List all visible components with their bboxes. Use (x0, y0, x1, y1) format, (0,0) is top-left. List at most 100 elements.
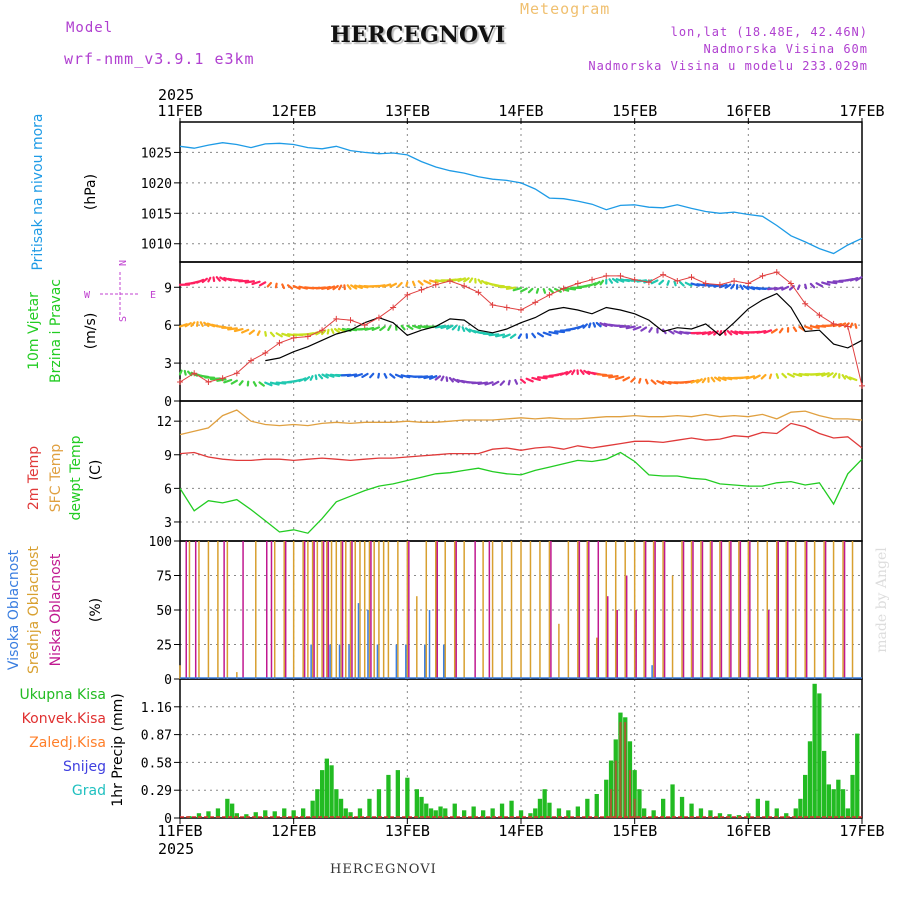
temp-2m-label: 2m Temp (26, 446, 42, 510)
total-precip-bar (717, 813, 723, 818)
panel-frame (179, 400, 863, 542)
compass-east: E (150, 290, 156, 301)
precip-legend-item: Konvek.Kisa (22, 711, 106, 727)
wind-direction-arrow (625, 325, 636, 330)
wind-direction-arrow (223, 378, 233, 384)
y-tick-label: 0 (164, 395, 172, 410)
wind-direction-arrow (502, 333, 511, 339)
wind-direction-arrow (379, 325, 386, 332)
wind-direction-arrow (326, 285, 336, 291)
convective-precip-bar (628, 770, 631, 818)
total-precip-bar (443, 808, 448, 818)
wind-direction-arrow (519, 287, 528, 293)
wind-direction-arrow (701, 330, 712, 336)
wind-direction-arrow (411, 280, 416, 287)
wind-direction-arrow (434, 324, 446, 329)
wind-direction-arrow (184, 322, 192, 328)
wind-direction-arrow (710, 376, 716, 383)
panel-frame (179, 678, 863, 819)
x-tick-label-top: 12FEB (271, 102, 316, 120)
wind-direction-arrow (718, 330, 723, 336)
wind-direction-arrow (690, 379, 700, 384)
x-tick-label-bottom: 16FEB (726, 822, 771, 840)
wind-direction-arrow (314, 374, 318, 381)
total-precip-bar (196, 813, 202, 818)
total-precip-bar (253, 812, 258, 818)
wind-direction-arrow (608, 375, 619, 379)
total-precip-bar (282, 808, 287, 818)
wind-direction-arrow (781, 372, 788, 379)
station-elevation: Nadmorska Visina 60m (703, 42, 868, 56)
y-tick-label: 3 (164, 516, 172, 531)
x-tick-label-top: 15FEB (612, 102, 657, 120)
wind-direction-arrow (461, 326, 466, 332)
wind-direction-arrow (542, 331, 552, 337)
wind-direction-arrow (190, 321, 196, 328)
wind-speed-marker (745, 280, 752, 287)
wind-speed-marker (716, 281, 723, 288)
temp-2m-line (179, 422, 863, 462)
wind-direction-arrow (640, 326, 648, 332)
wind-direction-arrow (531, 376, 542, 381)
wind-direction-arrow (778, 327, 784, 334)
wind-direction-arrow (826, 372, 834, 378)
wind-direction-arrow (440, 375, 445, 382)
wind-direction-arrow (588, 282, 597, 287)
precip-legend-item: Snijeg (63, 759, 106, 775)
wind-speed-marker (560, 285, 567, 292)
total-precip-bar (836, 779, 841, 818)
wind-direction-arrow (648, 327, 653, 333)
wind-direction-arrow (559, 371, 569, 376)
footer-station: HERCEGNOVI (330, 862, 437, 877)
wind-direction-arrow (233, 328, 244, 333)
dewpoint-line (179, 451, 863, 534)
precip-legend-item: Grad (72, 783, 106, 799)
total-precip-bar (367, 798, 372, 818)
x-tick-label-top: 14FEB (498, 102, 543, 120)
wind-direction-arrow (477, 381, 488, 385)
wind-speed-marker (859, 382, 865, 389)
total-precip-bar (433, 810, 438, 818)
wind-speed-marker (759, 272, 766, 279)
wind-direction-arrow (361, 372, 369, 378)
total-precip-bar (855, 733, 860, 818)
wind-direction-arrow (499, 380, 506, 386)
y-tick-label: 9 (164, 281, 172, 296)
wind-direction-arrow (582, 323, 589, 329)
wind-direction-arrow (666, 280, 670, 286)
pressure-units: (hPa) (83, 174, 99, 210)
wind-direction-arrow (350, 284, 358, 290)
wind-direction-arrow (673, 280, 677, 287)
total-precip-bar (774, 808, 779, 818)
wind-direction-arrow (178, 323, 188, 328)
wind-direction-arrow (630, 377, 636, 383)
wind-direction-arrow (684, 281, 693, 287)
wind-speed-marker (304, 333, 311, 340)
wind-speed-marker (546, 291, 553, 298)
wind-direction-arrow (468, 277, 474, 284)
y-tick-label: 1010 (141, 238, 172, 253)
wind-direction-arrow (760, 373, 767, 380)
wind-speed-marker (191, 370, 198, 377)
wind-direction-arrow (434, 375, 442, 381)
wind-direction-arrow (696, 378, 703, 384)
wind-direction-arrow (525, 377, 534, 383)
wind-direction-arrow (275, 332, 283, 338)
wind-direction-arrow (838, 322, 847, 328)
wind-direction-arrow (199, 321, 204, 327)
wind-direction-arrow (216, 378, 227, 382)
wind-speed-marker (262, 349, 269, 356)
total-precip-bar (542, 789, 547, 818)
wind-direction-arrow (477, 278, 483, 285)
convective-precip-bar (619, 722, 622, 818)
wind-direction-arrow (726, 330, 733, 336)
wind-direction-arrow (195, 278, 205, 284)
wind-direction-arrow (527, 287, 534, 294)
wind-direction-arrow (405, 281, 409, 287)
wind-direction-arrow (614, 375, 625, 381)
total-precip-bar (225, 798, 230, 818)
compass-north: N (118, 260, 129, 266)
wind-direction-arrow (332, 284, 339, 291)
y-tick-label: 25 (156, 639, 172, 654)
wind-direction-arrow (548, 330, 559, 335)
